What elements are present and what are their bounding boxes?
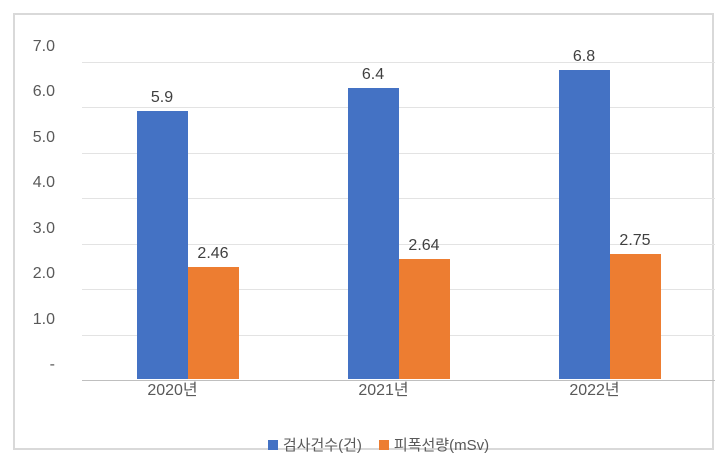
gridline — [82, 243, 715, 245]
legend-item: 검사건수(건) — [267, 434, 362, 455]
y-axis-tick: 7.0 — [32, 38, 55, 55]
bar-value-label: 2.64 — [408, 237, 440, 255]
bar — [398, 259, 450, 379]
y-axis-tick: 6.0 — [32, 83, 55, 101]
bar — [558, 70, 610, 379]
bar — [609, 254, 661, 379]
bar — [187, 267, 239, 379]
y-axis-tick: 1.0 — [32, 310, 55, 328]
bar-value-label: 6.4 — [361, 66, 385, 84]
legend-label: 피폭선량(mSv) — [393, 437, 490, 454]
bar-value-label: 6.8 — [572, 48, 596, 66]
legend-swatch — [267, 439, 278, 450]
bar-value-label: 5.9 — [150, 88, 174, 106]
legend: 검사건수(건) 피폭선량(mSv) — [28, 434, 725, 455]
y-axis-tick: 4.0 — [32, 174, 55, 192]
x-axis-label: 2022년 — [569, 382, 620, 399]
y-axis-tick: 2.0 — [32, 265, 55, 283]
x-axis-line — [82, 380, 715, 381]
y-axis-tick: 3.0 — [32, 219, 55, 237]
bar — [347, 88, 399, 379]
bar-value-label: 2.46 — [197, 245, 229, 263]
gridline — [82, 107, 715, 109]
x-axis-label: 2021년 — [358, 382, 409, 399]
legend-swatch — [378, 439, 389, 450]
gridline — [82, 198, 715, 200]
bar — [136, 110, 188, 379]
gridline — [82, 152, 715, 154]
y-axis-tick: - — [49, 356, 55, 373]
plot-area: 5.9 2.46 6.4 2.64 6.8 2.75 — [82, 48, 715, 381]
bar-value-label: 2.75 — [619, 232, 651, 250]
x-axis-label: 2020년 — [147, 382, 198, 399]
y-axis-tick: 5.0 — [32, 128, 55, 146]
gridline — [82, 62, 715, 63]
legend-item: 피폭선량(mSv) — [378, 434, 490, 455]
legend-label: 검사건수(건) — [282, 437, 362, 454]
chart-frame: 5.9 2.46 6.4 2.64 6.8 2.75 검사건수(건) 피폭선량(mSv) — [13, 13, 715, 454]
